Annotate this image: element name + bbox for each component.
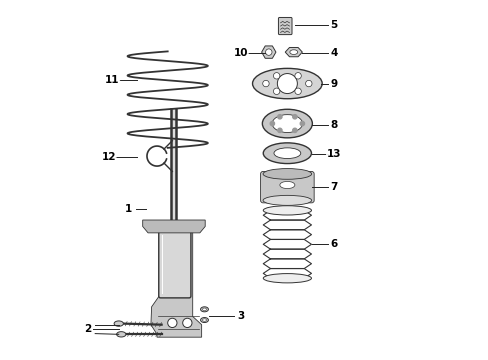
- Ellipse shape: [263, 206, 311, 215]
- Text: 5: 5: [329, 19, 337, 30]
- Circle shape: [294, 88, 301, 94]
- Text: 3: 3: [237, 311, 244, 321]
- Circle shape: [292, 114, 296, 119]
- Ellipse shape: [263, 143, 311, 163]
- Text: 4: 4: [329, 48, 337, 58]
- Polygon shape: [261, 46, 275, 58]
- Circle shape: [167, 318, 177, 328]
- Text: 12: 12: [102, 152, 116, 162]
- Circle shape: [294, 73, 301, 79]
- Circle shape: [265, 49, 271, 55]
- Polygon shape: [142, 220, 205, 233]
- Text: 8: 8: [329, 120, 337, 130]
- Ellipse shape: [272, 114, 302, 132]
- Text: 1: 1: [124, 203, 132, 213]
- Text: 10: 10: [233, 48, 248, 58]
- Circle shape: [273, 73, 279, 79]
- Text: 6: 6: [329, 239, 337, 249]
- Ellipse shape: [262, 109, 312, 138]
- Text: 13: 13: [326, 149, 340, 159]
- FancyBboxPatch shape: [260, 171, 313, 203]
- Ellipse shape: [202, 308, 206, 311]
- Ellipse shape: [263, 168, 311, 179]
- Circle shape: [292, 128, 296, 132]
- Circle shape: [262, 80, 268, 87]
- Circle shape: [273, 88, 279, 94]
- FancyBboxPatch shape: [159, 230, 190, 298]
- Ellipse shape: [116, 332, 125, 337]
- Text: 11: 11: [105, 75, 120, 85]
- Circle shape: [183, 318, 192, 328]
- Circle shape: [277, 128, 282, 132]
- FancyBboxPatch shape: [278, 18, 291, 35]
- Text: 9: 9: [329, 78, 337, 89]
- Polygon shape: [151, 232, 201, 337]
- Ellipse shape: [289, 50, 297, 54]
- Ellipse shape: [200, 307, 208, 312]
- Ellipse shape: [263, 195, 311, 205]
- Circle shape: [277, 73, 297, 94]
- Text: 7: 7: [329, 182, 337, 192]
- Circle shape: [305, 80, 311, 87]
- Ellipse shape: [263, 274, 311, 283]
- Circle shape: [300, 121, 304, 126]
- FancyBboxPatch shape: [171, 109, 176, 223]
- Text: 2: 2: [83, 324, 91, 334]
- Ellipse shape: [200, 318, 208, 323]
- Ellipse shape: [252, 68, 322, 99]
- Polygon shape: [285, 48, 302, 57]
- Ellipse shape: [273, 148, 300, 158]
- Circle shape: [277, 114, 282, 119]
- Ellipse shape: [202, 319, 206, 321]
- Ellipse shape: [114, 321, 123, 326]
- Circle shape: [270, 121, 274, 126]
- Ellipse shape: [279, 181, 294, 189]
